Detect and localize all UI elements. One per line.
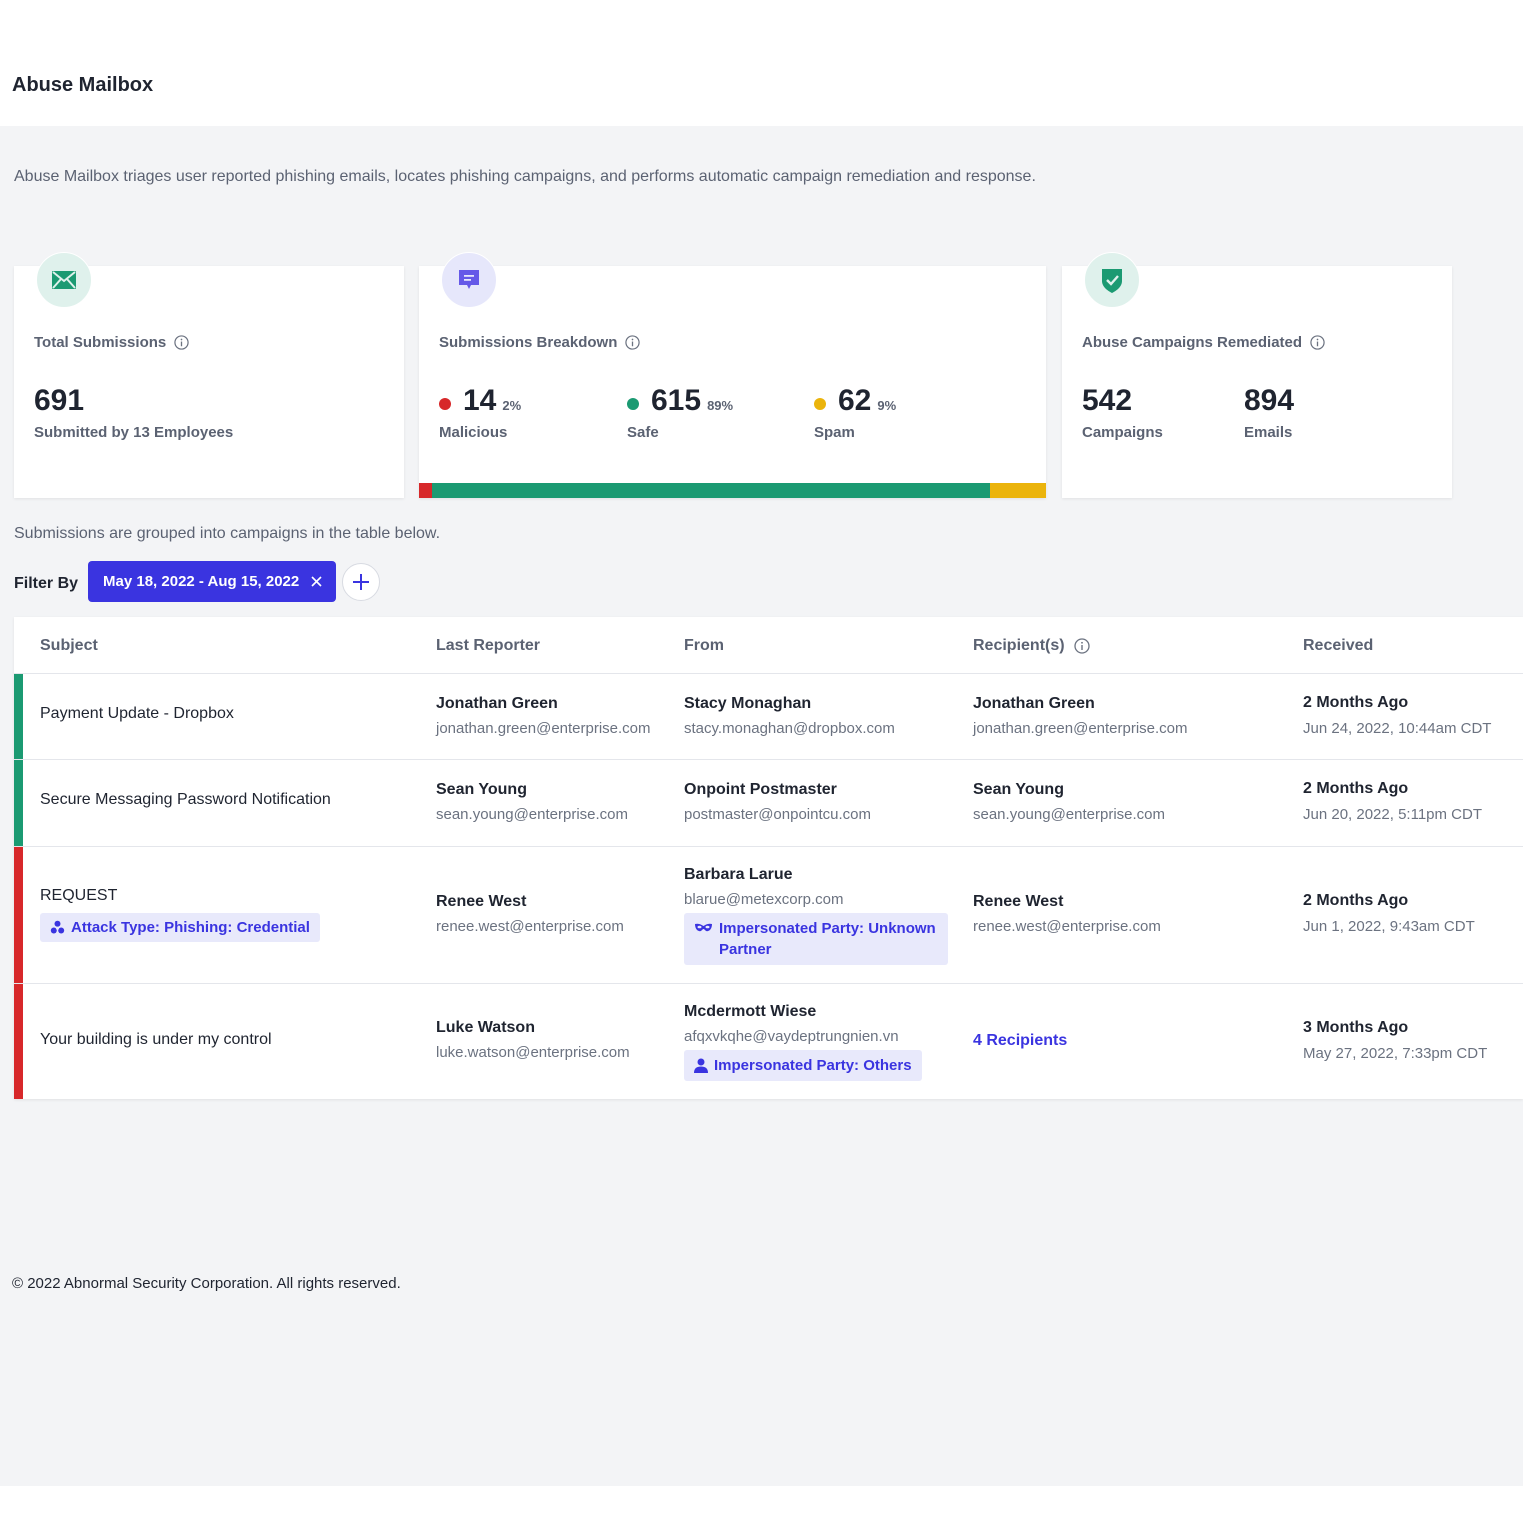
filter-label: Filter By (14, 574, 79, 592)
breakdown-bar (419, 483, 1046, 498)
top-bar: Abuse Mailbox (0, 0, 1523, 126)
row-from: Barbara Larue blarue@metexcorp.com Imper… (684, 866, 948, 965)
malicious-stat: 14 2% Malicious (439, 384, 521, 441)
column-last-reporter[interactable]: Last Reporter (436, 637, 541, 654)
spam-pct: 9% (877, 398, 897, 413)
row-from: Onpoint Postmaster postmaster@onpointcu.… (684, 781, 871, 823)
total-submissions-value: 691 (34, 384, 85, 417)
plus-icon (353, 573, 370, 590)
breakdown-bar-safe (431, 483, 990, 498)
row-reporter: Jonathan Green jonathan.green@enterprise… (436, 695, 651, 737)
row-subject[interactable]: Payment Update - Dropbox (40, 705, 234, 722)
info-icon[interactable] (1073, 638, 1090, 654)
total-submissions-stat: 691 Submitted by 13 Employees (34, 384, 233, 441)
submissions-breakdown-label: Submissions Breakdown (439, 334, 641, 351)
column-recipients[interactable]: Recipient(s) (973, 637, 1090, 655)
info-icon[interactable] (174, 335, 189, 350)
row-reporter: Renee West renee.west@enterprise.com (436, 893, 624, 935)
emails-label: Emails (1244, 424, 1293, 441)
filter-bar: Filter By May 18, 2022 - Aug 15, 2022 (14, 561, 381, 602)
mask-icon (695, 923, 712, 932)
spam-value: 62 (838, 384, 872, 417)
impersonated-party-tag: Impersonated Party: Unknown Partner (684, 913, 948, 965)
row-from: Mcdermott Wiese afqxvkqhe@vaydeptrungnie… (684, 1003, 922, 1081)
campaigns-remediated-label: Abuse Campaigns Remediated (1082, 334, 1325, 351)
recipients-link[interactable]: 4 Recipients (973, 1032, 1068, 1049)
breakdown-bar-spam (989, 483, 1046, 498)
table-row[interactable]: REQUEST Attack Type: Phishing: Credentia… (14, 847, 1523, 984)
spam-label: Spam (814, 424, 855, 441)
total-submissions-label: Total Submissions (34, 334, 189, 351)
row-subject-cell: REQUEST Attack Type: Phishing: Credentia… (40, 887, 320, 942)
info-icon[interactable] (625, 335, 641, 350)
row-received: 2 Months Ago Jun 1, 2022, 9:43am CDT (1303, 892, 1475, 935)
table-row[interactable]: Payment Update - Dropbox Jonathan Green … (14, 674, 1523, 760)
spam-stat: 62 9% Spam (814, 384, 896, 441)
row-recipient: Sean Young sean.young@enterprise.com (973, 781, 1165, 823)
footer-copyright: © 2022 Abnormal Security Corporation. Al… (12, 1275, 401, 1292)
table-row[interactable]: Your building is under my control Luke W… (14, 984, 1523, 1099)
campaigns-table: Subject Last Reporter From Recipient(s) … (14, 617, 1523, 1099)
shield-check-icon (1084, 252, 1140, 308)
row-reporter: Luke Watson luke.watson@enterprise.com (436, 1019, 630, 1061)
total-submissions-card: Total Submissions 691 Submitted by 13 Em… (14, 252, 404, 498)
row-received: 2 Months Ago Jun 24, 2022, 10:44am CDT (1303, 694, 1492, 737)
row-received: 3 Months Ago May 27, 2022, 7:33pm CDT (1303, 1019, 1488, 1062)
impersonated-party-tag: Impersonated Party: Others (684, 1050, 922, 1081)
status-stripe-safe (14, 760, 23, 846)
column-subject[interactable]: Subject (40, 637, 98, 654)
status-stripe-malicious (14, 984, 23, 1099)
malicious-dot (439, 397, 451, 410)
date-filter-chip[interactable]: May 18, 2022 - Aug 15, 2022 (88, 561, 337, 602)
status-stripe-safe (14, 674, 23, 759)
page-description: Abuse Mailbox triages user reported phis… (14, 168, 1036, 185)
malicious-pct: 2% (502, 398, 522, 413)
malicious-label: Malicious (439, 424, 508, 441)
safe-value: 615 (651, 384, 702, 417)
biohazard-icon (50, 920, 65, 934)
malicious-value: 14 (463, 384, 497, 417)
column-received[interactable]: Received (1303, 637, 1374, 654)
campaigns-stat: 542 Campaigns (1082, 384, 1163, 441)
column-from[interactable]: From (684, 637, 724, 654)
row-recipient: Renee West renee.west@enterprise.com (973, 893, 1161, 935)
safe-stat: 615 89% Safe (627, 384, 733, 441)
row-subject[interactable]: Secure Messaging Password Notification (40, 791, 331, 808)
table-header: Subject Last Reporter From Recipient(s) … (14, 617, 1523, 674)
campaigns-remediated-card: Abuse Campaigns Remediated 542 Campaigns… (1062, 252, 1452, 498)
person-icon (694, 1058, 708, 1073)
row-subject[interactable]: REQUEST (40, 887, 118, 904)
safe-pct: 89% (707, 398, 734, 413)
attack-type-tag: Attack Type: Phishing: Credential (40, 913, 320, 942)
breakdown-bar-malicious (419, 483, 432, 498)
total-submissions-sub: Submitted by 13 Employees (34, 424, 234, 441)
add-filter-button[interactable] (342, 562, 381, 601)
row-recipient: Jonathan Green jonathan.green@enterprise… (973, 695, 1188, 737)
date-filter-label: May 18, 2022 - Aug 15, 2022 (103, 573, 300, 590)
info-icon[interactable] (1310, 335, 1325, 350)
row-received: 2 Months Ago Jun 20, 2022, 5:11pm CDT (1303, 780, 1482, 823)
submissions-breakdown-card: Submissions Breakdown 14 2% Malicious 615… (419, 252, 1046, 498)
message-icon (441, 252, 497, 308)
row-from: Stacy Monaghan stacy.monaghan@dropbox.co… (684, 695, 895, 737)
row-subject[interactable]: Your building is under my control (40, 1031, 272, 1048)
page-title: Abuse Mailbox (12, 74, 154, 96)
envelope-icon (36, 252, 92, 308)
emails-value: 894 (1244, 384, 1295, 417)
table-row[interactable]: Secure Messaging Password Notification S… (14, 760, 1523, 847)
campaigns-value: 542 (1082, 384, 1133, 417)
close-icon[interactable] (311, 576, 322, 587)
emails-stat: 894 Emails (1244, 384, 1294, 441)
spam-dot (814, 397, 826, 410)
status-stripe-malicious (14, 847, 23, 983)
campaigns-label: Campaigns (1082, 424, 1163, 441)
safe-dot (627, 397, 639, 410)
grouped-note: Submissions are grouped into campaigns i… (14, 525, 441, 542)
safe-label: Safe (627, 424, 659, 441)
main-content: Abuse Mailbox triages user reported phis… (0, 126, 1523, 1486)
row-reporter: Sean Young sean.young@enterprise.com (436, 781, 628, 823)
